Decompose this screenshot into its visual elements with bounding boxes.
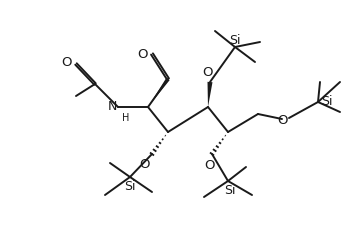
Text: O: O [278,114,288,127]
Text: N: N [108,100,117,113]
Text: H: H [122,112,129,122]
Text: O: O [137,47,148,60]
Text: Si: Si [321,95,332,108]
Polygon shape [148,79,170,108]
Text: Si: Si [124,179,136,192]
Text: O: O [205,158,215,171]
Text: Si: Si [229,34,241,47]
Text: Si: Si [224,183,236,196]
Text: O: O [203,66,213,79]
Text: O: O [62,56,72,69]
Polygon shape [207,82,212,108]
Text: O: O [139,157,150,170]
